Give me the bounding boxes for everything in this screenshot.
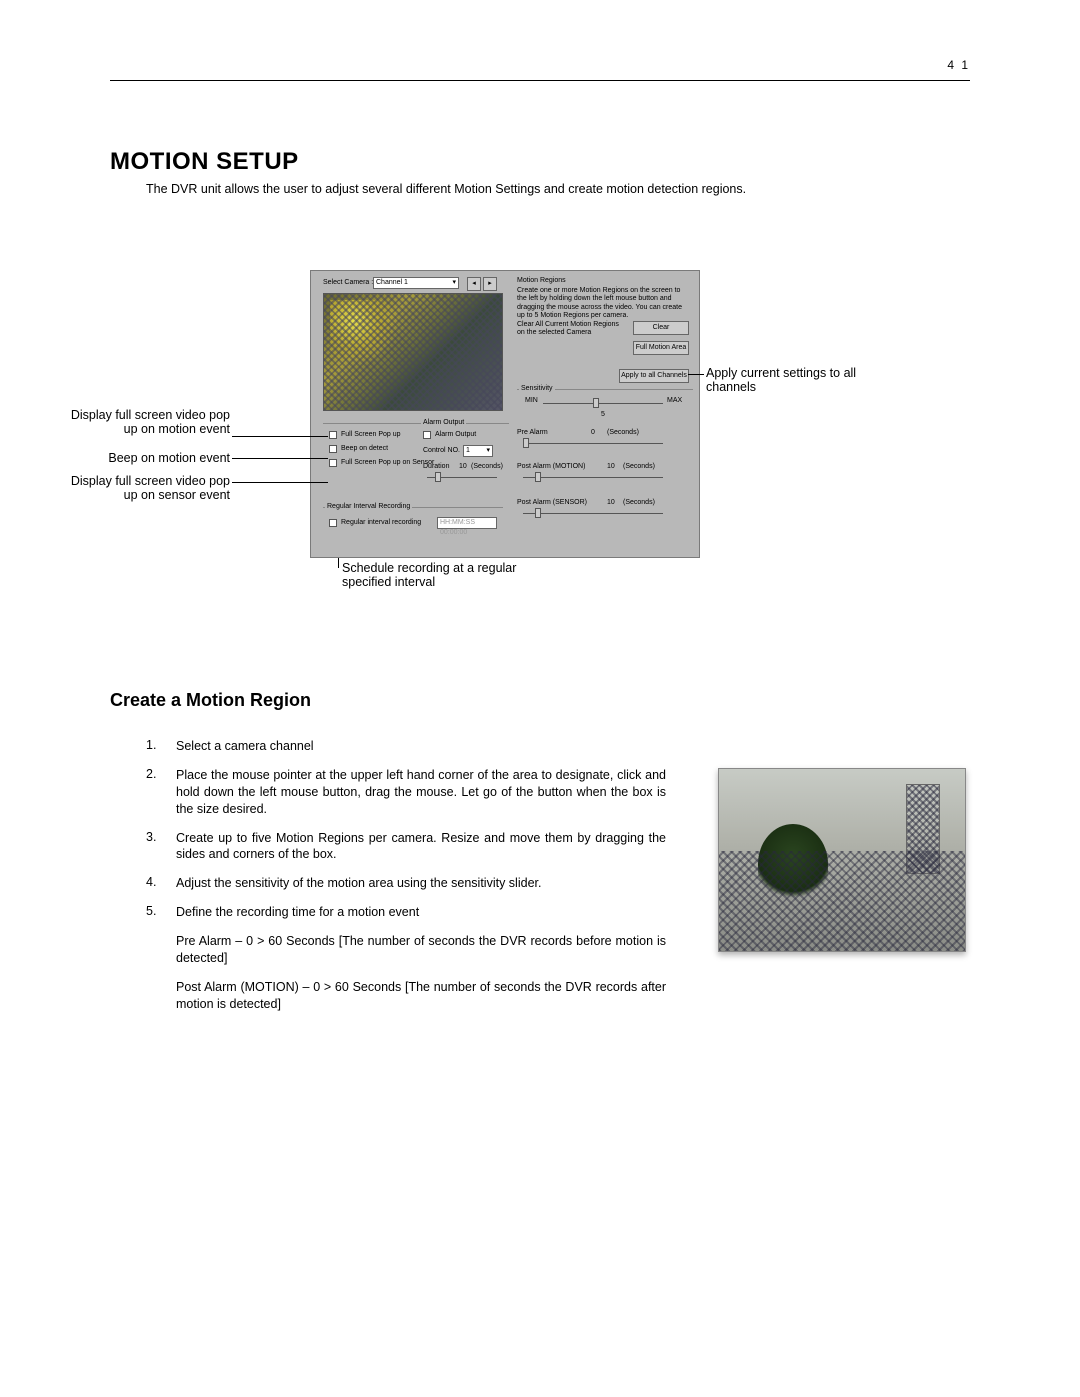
subsection-title: Create a Motion Region	[110, 690, 311, 711]
select-camera-dropdown[interactable]: Channel 1▾	[373, 277, 459, 289]
duration-thumb[interactable]	[435, 472, 441, 482]
postalarm-sensor-label: Post Alarm (SENSOR)	[517, 499, 587, 506]
fullscreen-sensor-checkbox[interactable]	[329, 459, 337, 467]
prealarm-label: Pre Alarm	[517, 429, 548, 436]
sensitivity-slider[interactable]	[543, 403, 663, 404]
step-2: 2.Place the mouse pointer at the upper l…	[146, 767, 666, 818]
next-camera-button[interactable]: ▸	[483, 277, 497, 291]
sens-max: MAX	[667, 397, 682, 404]
reg-interval-time[interactable]: HH:MM:SS 00:00:00	[437, 517, 497, 529]
duration-seconds: (Seconds)	[471, 463, 503, 470]
motion-regions-help: Create one or more Motion Regions on the…	[517, 287, 689, 321]
apply-all-channels-button[interactable]: Apply to all Channels	[619, 369, 689, 383]
beep-checkbox[interactable]	[329, 445, 337, 453]
full-motion-area-button[interactable]: Full Motion Area	[633, 341, 689, 355]
prealarm-val: 0	[591, 429, 595, 436]
page-number: 4 1	[947, 58, 970, 72]
sens-min: MIN	[525, 397, 538, 404]
postalarm-motion-val: 10	[607, 463, 615, 470]
alarm-output-label: Alarm Output	[435, 431, 476, 438]
step-5b: Post Alarm (MOTION) – 0 > 60 Seconds [Th…	[176, 979, 666, 1013]
clear-label: Clear All Current Motion Regions on the …	[517, 321, 627, 338]
camera-preview[interactable]	[323, 293, 503, 411]
reg-interval-checkbox[interactable]	[329, 519, 337, 527]
postalarm-sensor-thumb[interactable]	[535, 508, 541, 518]
alarm-output-checkbox[interactable]	[423, 431, 431, 439]
postalarm-motion-seconds: (Seconds)	[623, 463, 655, 470]
postalarm-sensor-seconds: (Seconds)	[623, 499, 655, 506]
control-no-dropdown[interactable]: 1▾	[463, 445, 493, 457]
duration-label: Duration	[423, 463, 449, 470]
callout-apply-all: Apply current settings to all channels	[706, 366, 866, 394]
motion-region-overlay	[324, 294, 502, 410]
office-floor-region	[719, 851, 965, 951]
duration-val: 10	[459, 463, 467, 470]
section-title: MOTION SETUP	[110, 148, 299, 176]
postalarm-sensor-val: 10	[607, 499, 615, 506]
step-1: 1.Select a camera channel	[146, 738, 666, 755]
reg-interval-group-label: Regular Interval Recording	[325, 503, 412, 510]
callout-fullscreen-motion: Display full screen video pop up on moti…	[70, 408, 230, 436]
prealarm-slider[interactable]	[523, 443, 663, 444]
fullscreen-popup-checkbox[interactable]	[329, 431, 337, 439]
postalarm-motion-thumb[interactable]	[535, 472, 541, 482]
sens-value: 5	[601, 411, 605, 418]
motion-regions-label: Motion Regions	[517, 277, 566, 284]
alarm-output-group-label: Alarm Output	[421, 419, 466, 426]
callout-schedule: Schedule recording at a regular specifie…	[342, 561, 522, 589]
lead-2	[232, 458, 328, 459]
step-5a: Pre Alarm – 0 > 60 Seconds [The number o…	[176, 933, 666, 967]
prealarm-thumb[interactable]	[523, 438, 529, 448]
prev-camera-button[interactable]: ◂	[467, 277, 481, 291]
select-camera-label: Select Camera :	[323, 279, 373, 286]
callout-beep: Beep on motion event	[70, 451, 230, 465]
step-5: 5.Define the recording time for a motion…	[146, 904, 666, 921]
steps-list: 1.Select a camera channel 2.Place the mo…	[146, 738, 666, 1025]
postalarm-sensor-slider[interactable]	[523, 513, 663, 514]
control-no-label: Control NO.	[423, 447, 460, 454]
motion-setup-dialog: Select Camera : Channel 1▾ ◂ ▸ Motion Re…	[310, 270, 700, 558]
callout-fullscreen-sensor: Display full screen video pop up on sens…	[70, 474, 230, 502]
step-4: 4.Adjust the sensitivity of the motion a…	[146, 875, 666, 892]
header-rule	[110, 80, 970, 81]
lead-3	[232, 482, 328, 483]
office-camera-example	[718, 768, 966, 952]
fullscreen-popup-label: Full Screen Pop up	[341, 431, 401, 438]
sensitivity-label: Sensitivity	[519, 385, 555, 392]
step-3: 3.Create up to five Motion Regions per c…	[146, 830, 666, 864]
intro-text: The DVR unit allows the user to adjust s…	[146, 182, 946, 196]
duration-slider[interactable]	[427, 477, 497, 478]
beep-label: Beep on detect	[341, 445, 388, 452]
clear-button[interactable]: Clear	[633, 321, 689, 335]
lead-1	[232, 436, 328, 437]
postalarm-motion-slider[interactable]	[523, 477, 663, 478]
lead-5	[688, 374, 704, 375]
lead-4v	[338, 558, 339, 568]
sensitivity-thumb[interactable]	[593, 398, 599, 408]
fullscreen-sensor-label: Full Screen Pop up on Sensor	[341, 459, 434, 466]
prealarm-seconds: (Seconds)	[607, 429, 639, 436]
reg-interval-label: Regular interval recording	[341, 519, 421, 526]
postalarm-motion-label: Post Alarm (MOTION)	[517, 463, 585, 470]
